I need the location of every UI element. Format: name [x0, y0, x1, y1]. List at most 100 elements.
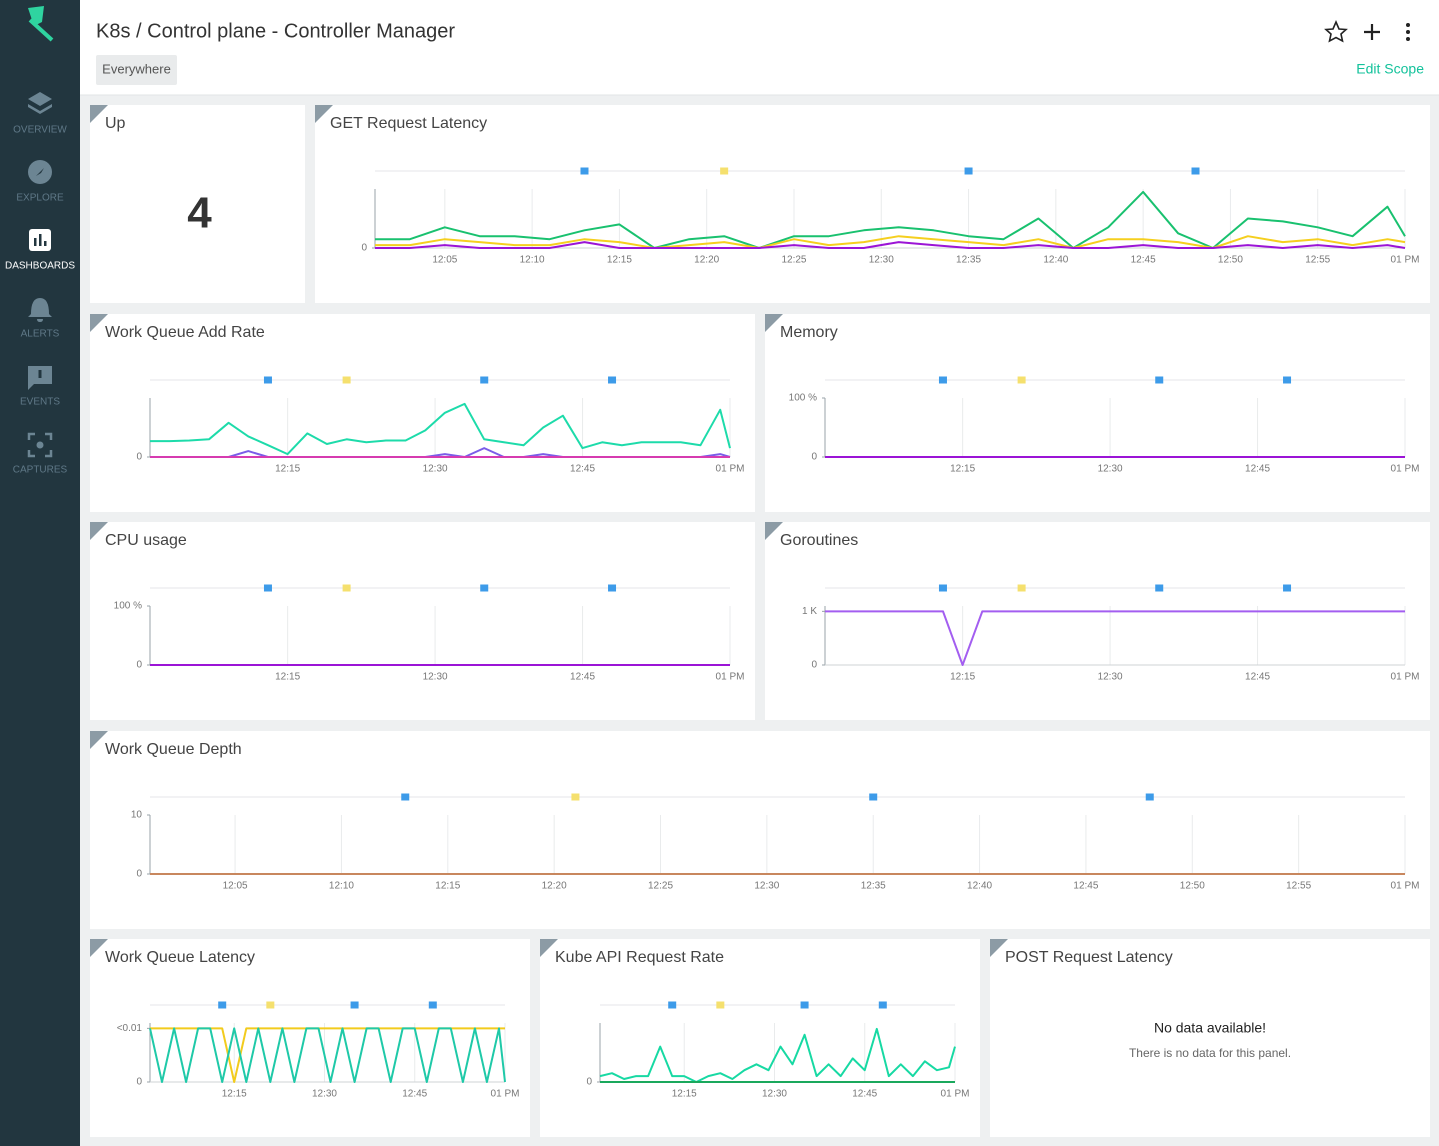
panel-corner[interactable]: [90, 105, 108, 123]
y-tick-label: 0: [136, 1077, 142, 1088]
y-tick-label: 0: [361, 243, 367, 254]
x-tick-label: 12:35: [956, 255, 981, 266]
nav-label[interactable]: CAPTURES: [13, 465, 68, 476]
x-tick-label: 12:45: [570, 672, 595, 683]
x-tick-label: 12:25: [781, 255, 806, 266]
event-marker[interactable]: [1155, 376, 1164, 384]
event-marker[interactable]: [938, 376, 947, 384]
series-line: [149, 1027, 506, 1083]
panel-corner[interactable]: [765, 314, 783, 332]
x-tick-label: 01 PM: [1391, 255, 1420, 266]
overview-icon[interactable]: [28, 92, 52, 114]
event-marker[interactable]: [1017, 584, 1026, 592]
favorite-button[interactable]: [1324, 19, 1348, 43]
add-button[interactable]: [1364, 24, 1380, 40]
x-tick-label: 12:30: [869, 255, 894, 266]
nav-label[interactable]: ALERTS: [21, 329, 60, 340]
dashboards-icon-bar: [34, 238, 37, 246]
x-tick-label: 12:45: [1073, 881, 1098, 892]
panel-title: Up: [105, 115, 126, 132]
nav-label[interactable]: EVENTS: [20, 397, 60, 408]
event-marker[interactable]: [342, 584, 351, 592]
panel-title: GET Request Latency: [330, 115, 487, 132]
event-marker[interactable]: [263, 584, 272, 592]
x-tick-label: 12:45: [1245, 464, 1270, 475]
event-marker[interactable]: [218, 1001, 227, 1009]
event-marker[interactable]: [720, 167, 729, 175]
alerts-icon[interactable]: [28, 298, 52, 322]
event-marker[interactable]: [878, 1001, 887, 1009]
captures-icon[interactable]: [27, 432, 53, 458]
y-tick-label: 100 %: [789, 393, 817, 404]
x-tick-label: 01 PM: [1391, 464, 1420, 475]
x-tick-label: 01 PM: [941, 1089, 970, 1100]
panel-corner[interactable]: [990, 939, 1008, 957]
event-marker[interactable]: [869, 793, 878, 801]
event-marker[interactable]: [1145, 793, 1154, 801]
event-marker[interactable]: [1283, 584, 1292, 592]
x-tick-label: 12:05: [432, 255, 457, 266]
more-dot: [1406, 30, 1410, 34]
event-marker[interactable]: [480, 584, 489, 592]
events-icon-mark: [38, 370, 42, 378]
event-marker[interactable]: [263, 376, 272, 384]
x-tick-label: 12:30: [312, 1089, 337, 1100]
nav-label[interactable]: DASHBOARDS: [5, 261, 75, 272]
series-line: [375, 190, 1406, 249]
panel-corner[interactable]: [90, 522, 108, 540]
event-marker[interactable]: [401, 793, 410, 801]
dashboards-icon-bar: [39, 234, 42, 246]
panel-corner[interactable]: [315, 105, 333, 123]
panel: [90, 314, 755, 512]
more-dot: [1406, 37, 1410, 41]
x-tick-label: 12:45: [852, 1089, 877, 1100]
series-line: [375, 235, 1406, 249]
x-tick-label: 12:25: [648, 881, 673, 892]
event-marker[interactable]: [350, 1001, 359, 1009]
x-tick-label: 12:10: [520, 255, 545, 266]
panel-corner[interactable]: [90, 939, 108, 957]
panel-corner[interactable]: [90, 314, 108, 332]
event-marker[interactable]: [1017, 376, 1026, 384]
x-tick-label: 01 PM: [1391, 672, 1420, 683]
x-tick-label: 12:45: [402, 1089, 427, 1100]
logo-handle: [28, 18, 54, 42]
x-tick-label: 12:40: [967, 881, 992, 892]
nav-label[interactable]: EXPLORE: [16, 193, 64, 204]
more-button[interactable]: [1406, 23, 1410, 41]
event-marker[interactable]: [266, 1001, 275, 1009]
event-marker[interactable]: [580, 167, 589, 175]
y-tick-label: 10: [131, 810, 143, 821]
panel-corner[interactable]: [540, 939, 558, 957]
event-marker[interactable]: [608, 376, 617, 384]
panel: [990, 939, 1430, 1137]
x-tick-label: 01 PM: [491, 1089, 520, 1100]
scope-chip[interactable]: [96, 55, 177, 85]
panel: [90, 939, 530, 1137]
x-tick-label: 12:30: [423, 672, 448, 683]
edit-scope[interactable]: Edit Scope: [1356, 61, 1424, 77]
panel-corner[interactable]: [765, 522, 783, 540]
y-tick-label: 100 %: [114, 601, 142, 612]
event-marker[interactable]: [938, 584, 947, 592]
event-marker[interactable]: [608, 584, 617, 592]
event-marker[interactable]: [668, 1001, 677, 1009]
x-tick-label: 12:55: [1286, 881, 1311, 892]
event-marker[interactable]: [800, 1001, 809, 1009]
event-marker[interactable]: [716, 1001, 725, 1009]
event-marker[interactable]: [342, 376, 351, 384]
nav-label[interactable]: OVERVIEW: [13, 125, 67, 136]
x-tick-label: 12:15: [950, 672, 975, 683]
event-marker[interactable]: [428, 1001, 437, 1009]
panel-title: Work Queue Latency: [105, 949, 255, 966]
logo[interactable]: [28, 6, 54, 42]
event-marker[interactable]: [1155, 584, 1164, 592]
event-marker[interactable]: [964, 167, 973, 175]
event-marker[interactable]: [480, 376, 489, 384]
event-marker[interactable]: [571, 793, 580, 801]
event-marker[interactable]: [1191, 167, 1200, 175]
panel-corner[interactable]: [90, 731, 108, 749]
x-tick-label: 12:45: [1245, 672, 1270, 683]
event-marker[interactable]: [1283, 376, 1292, 384]
nav-icons: [27, 92, 53, 458]
